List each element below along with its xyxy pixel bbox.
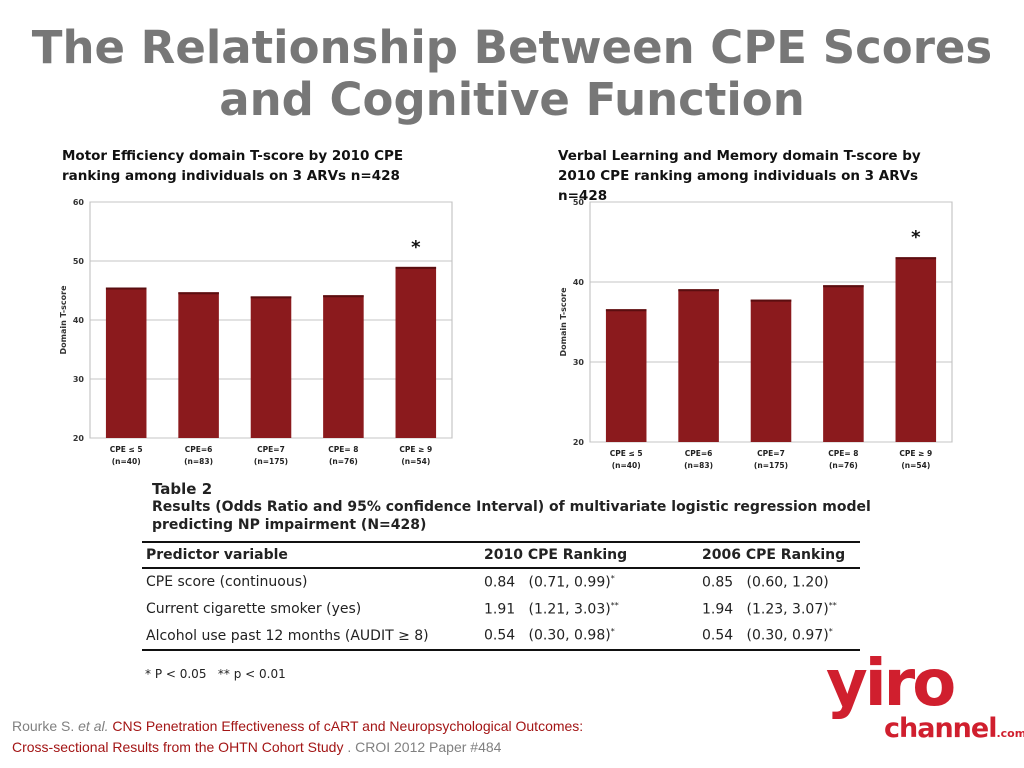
citation-separator: .: [343, 739, 356, 755]
cell-2010: 0.84 (0.71, 0.99)*: [480, 568, 698, 596]
x-tick-label: CPE=6: [685, 449, 713, 458]
cell-2006-value: 0.54 (0.30, 0.97): [702, 627, 829, 644]
bar: [178, 292, 219, 438]
table-footnote: * P < 0.05 ** p < 0.01: [145, 667, 286, 681]
cell-2010-value: 0.54 (0.30, 0.98): [484, 627, 611, 644]
x-tick-n-label: (n=40): [112, 457, 141, 466]
y-axis-label: Domain T-score: [559, 287, 568, 357]
slide-title-line2: and Cognitive Function: [219, 73, 805, 126]
x-tick-label: CPE=7: [757, 449, 785, 458]
cell-2006-value: 0.85 (0.60, 1.20): [702, 574, 829, 591]
y-tick-label: 60: [73, 198, 85, 207]
y-axis-label: Domain T-score: [59, 285, 68, 355]
bar: [895, 257, 937, 442]
bar: [105, 287, 147, 438]
chart-motor-efficiency: 20 30 40 50 60 Domain T-score CPE ≤ 5 (n=40) CPE…: [59, 198, 453, 466]
significance-marker: *: [411, 237, 421, 258]
x-tick-n-label: (n=175): [754, 461, 788, 470]
x-tick-n-label: (n=76): [829, 461, 858, 470]
x-tick-n-label: (n=83): [684, 461, 713, 470]
logo-suffix: .com: [996, 727, 1024, 740]
citation-author: Rourke S.: [12, 718, 75, 734]
y-tick-label: 20: [573, 438, 585, 447]
y-tick-label: 20: [73, 434, 85, 443]
citation-etal: et al.: [78, 718, 109, 734]
citation-title-line1[interactable]: CNS Penetration Effectiveness of cART an…: [112, 718, 584, 734]
bar: [678, 289, 719, 442]
cell-2010: 1.91 (1.21, 3.03)**: [480, 596, 698, 623]
logo-text-yiro: yiro: [826, 647, 956, 721]
yirochannel-logo[interactable]: yiro channel.com: [826, 652, 1024, 758]
x-tick-label: CPE=7: [257, 445, 285, 454]
y-tick-label: 40: [573, 278, 585, 287]
x-tick-label: CPE ≥ 9: [399, 445, 432, 454]
cell-2010-value: 0.84 (0.71, 0.99): [484, 574, 611, 591]
cell-2006-value: 1.94 (1.23, 3.07): [702, 601, 829, 618]
cell-variable: Alcohol use past 12 months (AUDIT ≥ 8): [142, 622, 480, 651]
y-tick-label: 30: [73, 375, 85, 384]
x-tick-n-label: (n=83): [184, 457, 213, 466]
bar: [323, 295, 364, 438]
header-2010: 2010 CPE Ranking: [480, 541, 698, 569]
logo-text-channel: channel.com: [884, 714, 1024, 749]
cell-2006: 0.85 (0.60, 1.20): [698, 568, 860, 596]
x-tick-n-label: (n=175): [254, 457, 288, 466]
bar: [605, 309, 647, 442]
citation-title-line2[interactable]: Cross-sectional Results from the OHTN Co…: [12, 739, 344, 755]
cell-2010-sig: *: [610, 574, 615, 583]
bar: [823, 285, 864, 442]
table-caption: Table 2 Results (Odds Ratio and 95% conf…: [152, 480, 872, 534]
citation-venue: CROI 2012 Paper #484: [355, 739, 502, 755]
cell-2006-sig: **: [828, 600, 837, 610]
chart-verbal-title: Verbal Learning and Memory domain T-scor…: [558, 148, 921, 204]
cell-2006: 0.54 (0.30, 0.97)*: [698, 622, 860, 651]
logo-channel-word: channel: [884, 713, 997, 744]
x-tick-label: CPE= 8: [328, 445, 358, 454]
cell-2010-sig: **: [610, 600, 619, 610]
cell-variable: CPE score (continuous): [146, 574, 308, 591]
x-tick-label: CPE=6: [185, 445, 213, 454]
cell-2006-sig: *: [828, 627, 833, 637]
significance-marker: *: [911, 227, 921, 248]
header-2006: 2006 CPE Ranking: [698, 541, 860, 569]
cell-2010: 0.54 (0.30, 0.98)*: [480, 622, 698, 651]
x-tick-n-label: (n=54): [901, 461, 930, 470]
table-row: Current cigarette smoker (yes) 1.91 (1.2…: [142, 596, 860, 623]
cell-2006: 1.94 (1.23, 3.07)**: [698, 596, 860, 623]
x-tick-n-label: (n=54): [401, 457, 430, 466]
cell-variable: Current cigarette smoker (yes): [146, 600, 362, 617]
x-tick-n-label: (n=76): [329, 457, 358, 466]
table-row: Alcohol use past 12 months (AUDIT ≥ 8) 0…: [142, 622, 860, 651]
table-caption-text: Results (Odds Ratio and 95% confidence I…: [152, 499, 871, 533]
cell-2010-value: 1.91 (1.21, 3.03): [484, 601, 611, 618]
chart-motor-title: Motor Efficiency domain T-score by 2010 …: [62, 148, 404, 184]
x-tick-n-label: (n=40): [612, 461, 641, 470]
x-tick-label: CPE= 8: [828, 449, 858, 458]
header-predictor: Predictor variable: [142, 541, 480, 569]
bar: [395, 266, 437, 438]
x-tick-label: CPE ≤ 5: [610, 449, 643, 458]
citation: Rourke S. et al. CNS Penetration Effecti…: [12, 716, 772, 758]
table-header-row: Predictor variable 2010 CPE Ranking 2006…: [142, 541, 860, 569]
table-label: Table 2: [152, 480, 213, 498]
bar: [250, 296, 292, 438]
y-tick-label: 40: [73, 316, 85, 325]
y-tick-label: 30: [573, 358, 585, 367]
cell-2010-sig: *: [610, 627, 615, 637]
bar: [750, 299, 792, 442]
y-tick-label: 50: [73, 257, 85, 266]
slide-title: The Relationship Between CPE Scores and …: [0, 22, 1024, 126]
table-row: CPE score (continuous) 0.84 (0.71, 0.99)…: [142, 568, 860, 596]
x-tick-label: CPE ≤ 5: [110, 445, 143, 454]
slide-title-line1: The Relationship Between CPE Scores: [31, 21, 993, 74]
chart-verbal-learning: 20 30 40 50 Domain T-score CPE ≤ 5 (n=40) CPE=6…: [559, 198, 953, 470]
results-table: Predictor variable 2010 CPE Ranking 2006…: [142, 541, 860, 651]
x-tick-label: CPE ≥ 9: [899, 449, 932, 458]
y-tick-label: 50: [573, 198, 585, 207]
